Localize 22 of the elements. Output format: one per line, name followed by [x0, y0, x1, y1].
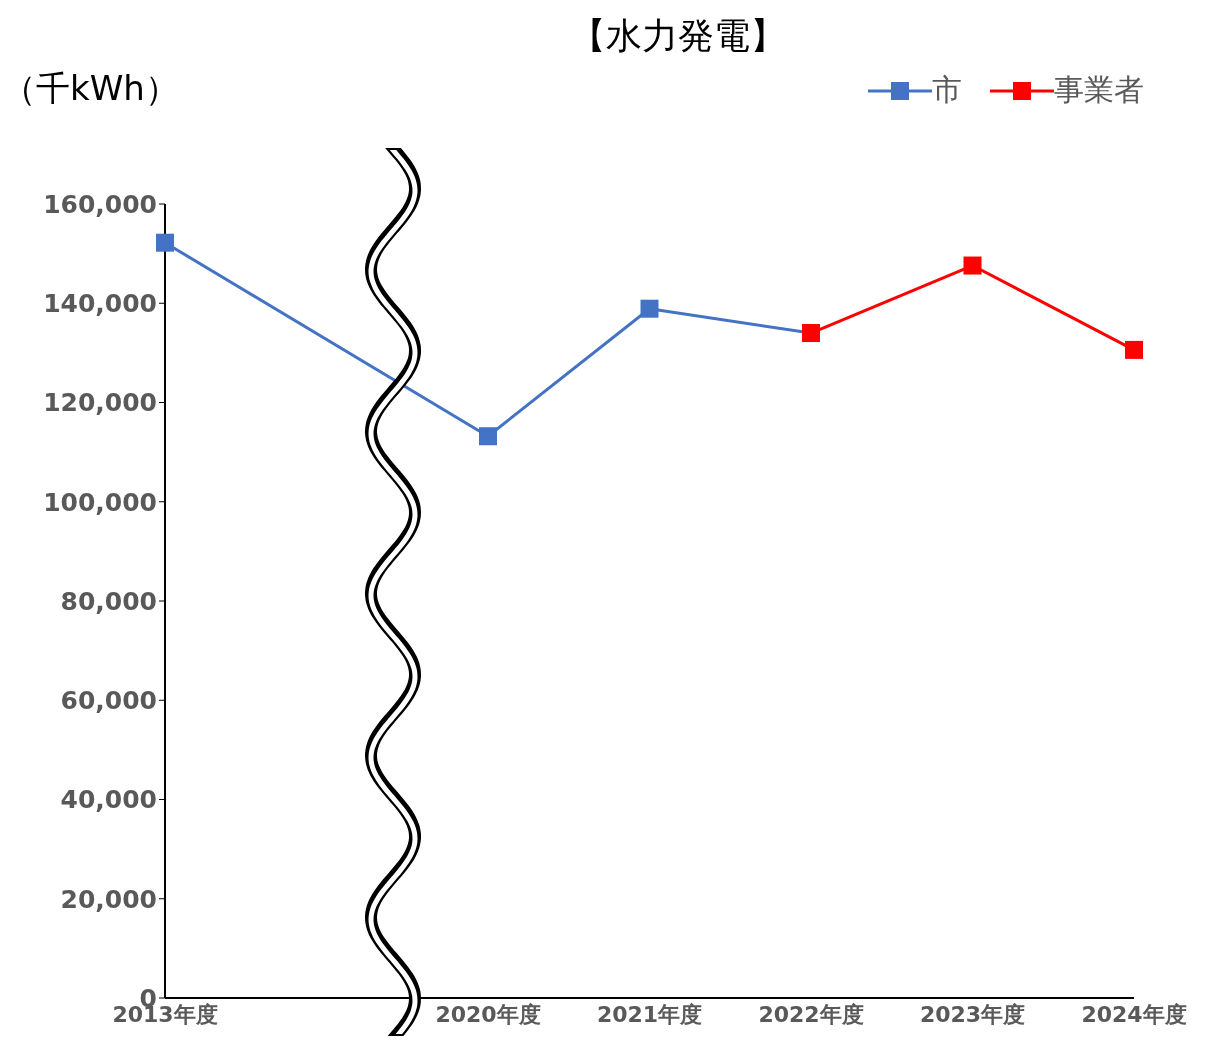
legend-label: 事業者	[1054, 71, 1144, 109]
y-tick-label: 160,000	[43, 189, 157, 219]
y-tick-label: 140,000	[43, 289, 157, 319]
x-tick-label: 2024年度	[1081, 1001, 1187, 1027]
point	[1125, 340, 1143, 359]
point	[963, 256, 982, 275]
y-tick-label: 60,000	[60, 686, 157, 716]
y-tick-label: 120,000	[43, 388, 157, 418]
chart-title: 【水力発電】	[569, 14, 787, 58]
y-tick-label: 40,000	[60, 785, 157, 815]
x-tick-label: 2021年度	[596, 1001, 703, 1027]
x-tick-label: 2020年度	[435, 1001, 541, 1027]
x-tick-label: 2022年度	[758, 1001, 864, 1027]
point	[479, 427, 497, 446]
x-tick-label: 2023年度	[919, 1001, 1026, 1027]
legend-label: 市	[932, 71, 962, 109]
y-tick-label: 100,000	[43, 487, 157, 517]
point	[640, 299, 659, 318]
point	[156, 233, 174, 252]
y-axis-title: （千kWh）	[2, 67, 179, 110]
y-tick-label: 80,000	[60, 586, 157, 616]
y-tick-label: 20,000	[60, 884, 157, 914]
